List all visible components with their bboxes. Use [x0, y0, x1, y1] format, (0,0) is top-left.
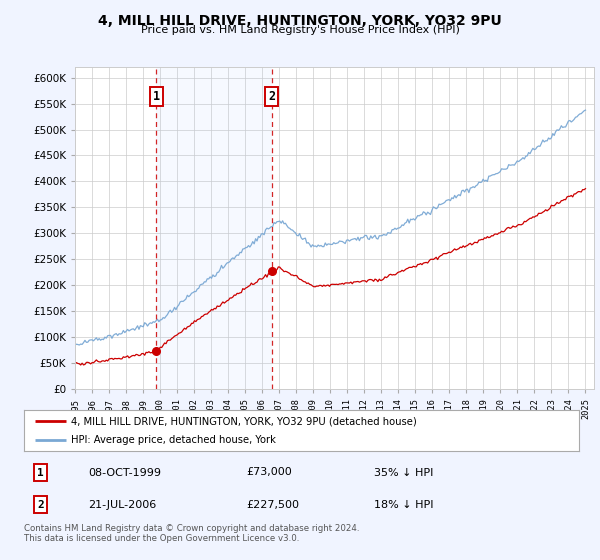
Text: 35% ↓ HPI: 35% ↓ HPI [374, 468, 433, 478]
Text: 4, MILL HILL DRIVE, HUNTINGTON, YORK, YO32 9PU (detached house): 4, MILL HILL DRIVE, HUNTINGTON, YORK, YO… [71, 417, 417, 426]
Text: 2: 2 [268, 90, 275, 103]
Text: HPI: Average price, detached house, York: HPI: Average price, detached house, York [71, 435, 276, 445]
Text: 2: 2 [37, 500, 44, 510]
Text: 1: 1 [37, 468, 44, 478]
Text: 4, MILL HILL DRIVE, HUNTINGTON, YORK, YO32 9PU: 4, MILL HILL DRIVE, HUNTINGTON, YORK, YO… [98, 14, 502, 28]
Bar [156, 67, 272, 389]
Text: £73,000: £73,000 [246, 468, 292, 478]
Text: 21-JUL-2006: 21-JUL-2006 [88, 500, 156, 510]
Text: Price paid vs. HM Land Registry's House Price Index (HPI): Price paid vs. HM Land Registry's House … [140, 25, 460, 35]
Text: 08-OCT-1999: 08-OCT-1999 [88, 468, 161, 478]
Text: 1: 1 [152, 90, 160, 103]
Text: £227,500: £227,500 [246, 500, 299, 510]
Text: Contains HM Land Registry data © Crown copyright and database right 2024.
This d: Contains HM Land Registry data © Crown c… [24, 524, 359, 543]
Text: 18% ↓ HPI: 18% ↓ HPI [374, 500, 433, 510]
